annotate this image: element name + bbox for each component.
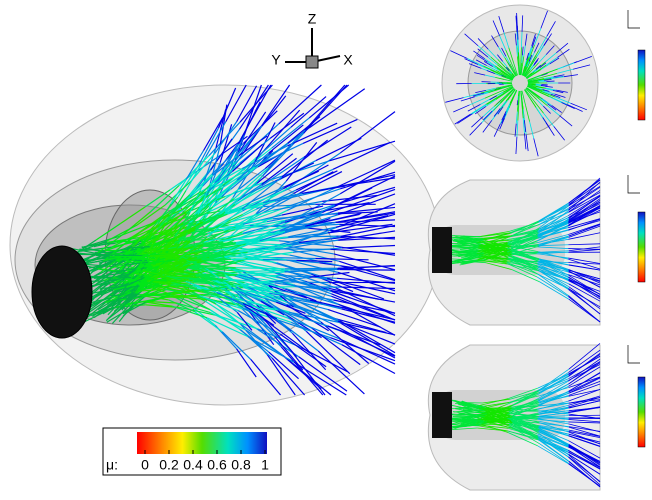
figure: Z Y X μ: 0 0.20.40.60.8 1 (0, 0, 652, 495)
streamline (186, 256, 224, 257)
colorbar-tick-label: 1 (261, 457, 269, 473)
side-inlet (432, 227, 452, 273)
colorbar-label: μ: (106, 457, 118, 473)
main-view (10, 85, 440, 405)
colorbar-gradient (137, 432, 267, 454)
inlet (32, 246, 92, 338)
colorbar-tick-label: 0.4 (183, 457, 203, 473)
streamline (519, 52, 520, 64)
mini-colorbar (638, 50, 645, 120)
streamline (521, 63, 522, 70)
axis-label: Y (271, 52, 281, 68)
mini-axes (628, 10, 640, 28)
mini-axes (628, 175, 640, 193)
axis-label: Z (308, 11, 317, 27)
top-inlet (432, 392, 452, 438)
colorbar-tick-label: 0.8 (231, 457, 251, 473)
streamline (520, 62, 521, 75)
mini-colorbar (638, 377, 645, 447)
mini-axes (628, 345, 640, 363)
axis-cube (306, 56, 318, 68)
side-views (428, 5, 645, 490)
streamline (269, 282, 329, 283)
colorbar-tick-label: 0.6 (207, 457, 227, 473)
streamline (200, 252, 240, 253)
axis-triad: Z Y X (271, 11, 353, 68)
streamline (171, 285, 193, 286)
streamline (263, 260, 297, 261)
colorbar-tick-label: 0.2 (159, 457, 179, 473)
mini-colorbar (638, 212, 645, 282)
axis-label: X (343, 52, 353, 68)
colorbar-tick-label: 0 (141, 457, 149, 473)
streamline (285, 268, 338, 269)
